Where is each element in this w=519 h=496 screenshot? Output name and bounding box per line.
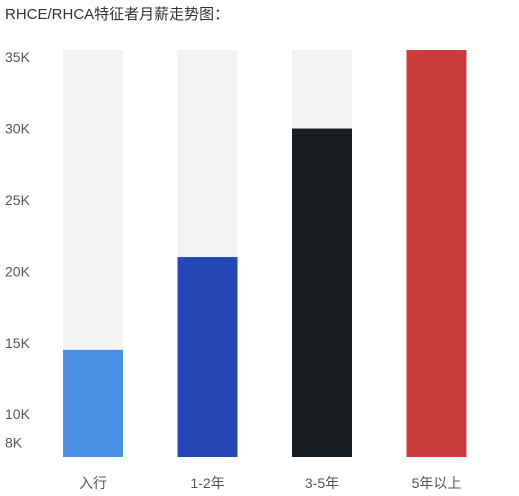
y-tick-label: 25K	[5, 192, 31, 208]
x-category-label: 3-5年	[305, 475, 339, 491]
bars	[63, 50, 467, 457]
y-tick-label: 8K	[5, 435, 23, 451]
y-tick-label: 20K	[5, 263, 31, 279]
y-tick-label: 10K	[5, 406, 31, 422]
x-category-label: 5年以上	[412, 475, 462, 491]
x-axis: 入行 1-2年 3-5年 5年以上	[79, 475, 461, 491]
chart-title: RHCE/RHCA特征者月薪走势图：	[5, 6, 230, 23]
bar-3	[292, 128, 352, 457]
bar-4	[406, 50, 467, 457]
x-category-label: 1-2年	[190, 475, 224, 491]
y-tick-label: 30K	[5, 121, 31, 137]
x-category-label: 入行	[79, 475, 107, 491]
bar-tracks	[63, 50, 467, 457]
y-axis: 8K 10K 15K 20K 25K 30K 35K	[5, 49, 31, 451]
y-tick-label: 15K	[5, 335, 31, 351]
y-tick-label: 35K	[5, 49, 31, 65]
bar-1	[63, 349, 123, 457]
bar-2	[177, 257, 238, 457]
